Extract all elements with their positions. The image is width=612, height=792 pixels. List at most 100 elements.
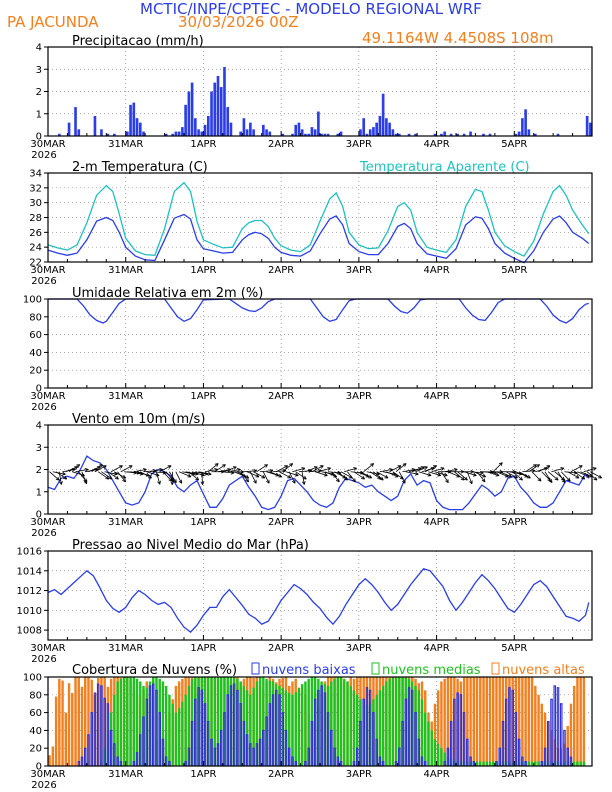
wind-arrow [243, 470, 257, 473]
wind-arrow [379, 468, 393, 473]
precip-bar [456, 133, 459, 136]
wind-xlabel-5APR: 5APR [501, 517, 527, 528]
wind-arrow-head [255, 473, 260, 478]
wind-xlabel-year: 2026 [31, 528, 56, 539]
wind-arrow [447, 471, 460, 478]
precip-bar [249, 122, 252, 136]
cloud-bar-nuvens-altas [61, 680, 64, 766]
cloud-bar-nuvens-altas [456, 678, 459, 766]
cloud-bar-nuvens-medias [262, 677, 265, 766]
wind-arrow [515, 471, 528, 478]
wind-ytick-label: 4 [36, 421, 42, 432]
cloud-bar-nuvens-medias [271, 681, 275, 766]
clouds-ytick-label: 20 [29, 744, 42, 755]
legend-low-clouds: nuvens baixas [262, 663, 356, 678]
cloud-bar-nuvens-medias [252, 687, 255, 766]
wind-arrow-head [327, 467, 331, 471]
cloud-bar-nuvens-medias [113, 694, 116, 766]
precip-bar [339, 131, 343, 136]
pressure-frame [47, 550, 593, 641]
pressure-panel: 1008 1010 1012 1014 1016 30MAR 31MAR 1APR 2APR 3A… [17, 547, 593, 665]
precip-ytick-label: 4 [36, 43, 42, 54]
cloud-bar-nuvens-medias [184, 694, 187, 766]
wind-arrow [301, 471, 305, 485]
precip-bar [385, 118, 388, 136]
wind-arrow-head [498, 462, 503, 467]
precip-bar [310, 127, 314, 136]
cloud-bar-nuvens-altas [563, 743, 566, 766]
cloud-bar-nuvens-altas [550, 730, 553, 766]
wind-arrow [159, 465, 172, 473]
cloud-bar-nuvens-altas [485, 677, 488, 766]
wind-arrow-head [200, 472, 205, 477]
wind-arrow-head [214, 463, 219, 467]
wind-arrow-head [560, 467, 565, 471]
cloud-bar-nuvens-medias [242, 685, 246, 766]
precip-bar [138, 122, 142, 136]
rh-ytick-label: 40 [29, 348, 42, 359]
cloud-bar-nuvens-medias [106, 730, 110, 766]
cloud-bar-nuvens-medias [349, 685, 352, 766]
clouds-xlabel-year: 2026 [31, 780, 56, 791]
cloud-bar-nuvens-medias [100, 761, 103, 766]
cloud-bar-nuvens-altas [537, 694, 540, 766]
cloud-bar-nuvens-medias [232, 677, 236, 766]
precip-bar [440, 133, 443, 136]
wind-panel: 0 1 2 3 4 30MAR 31MAR 1APR 2APR 3APR 4APR 5APR 2026 [30, 421, 603, 539]
cloud-bar-nuvens-medias [372, 699, 375, 766]
wind-arrow [256, 464, 268, 473]
cloud-bar-nuvens-altas [521, 677, 524, 766]
cloud-bar-nuvens-medias [411, 681, 414, 766]
wind-arrow [149, 468, 163, 473]
wind-arrow-head [59, 481, 63, 485]
wind-arrow-head [115, 475, 119, 480]
cloud-bar-nuvens-medias [333, 678, 336, 766]
wind-arrow-head [245, 478, 249, 483]
cloud-bar-nuvens-medias [453, 760, 456, 766]
wind-arrow [101, 471, 113, 480]
wind-arrow [318, 467, 331, 473]
cloud-bar-nuvens-medias [398, 677, 401, 766]
cloud-bar-nuvens-medias [475, 761, 479, 766]
wind-arrow [249, 471, 257, 484]
cloud-bar-nuvens-altas [524, 677, 527, 766]
wind-arrow-head [261, 474, 266, 479]
wind-arrow-head [554, 476, 559, 481]
clouds-ytick-label: 40 [29, 726, 42, 737]
wind-arrow-head [102, 465, 107, 469]
cloud-bar-nuvens-medias [556, 761, 560, 766]
cloud-bar-nuvens-medias [356, 694, 359, 766]
wind-arrow-head [495, 472, 500, 477]
wind-arrow-head [427, 472, 432, 477]
cloud-bar-nuvens-medias [446, 757, 450, 766]
wind-arrow [580, 471, 593, 478]
precip-bar [407, 133, 411, 136]
cloud-bar-nuvens-medias [142, 685, 145, 766]
wind-arrow [470, 471, 484, 474]
precip-bar [265, 129, 268, 136]
precip-bar [74, 107, 77, 136]
cloud-bar-nuvens-medias [365, 705, 369, 766]
wind-arrow-head [200, 481, 205, 485]
precip-bar [556, 133, 560, 136]
wind-arrow-head [323, 472, 328, 477]
cloud-bar-nuvens-medias [492, 761, 495, 766]
precip-bar [164, 133, 168, 136]
cloud-bar-nuvens-medias [300, 684, 304, 766]
wind-arrow [168, 471, 177, 483]
wind-arrow-head [335, 478, 340, 483]
cloud-bar-nuvens-altas [475, 677, 479, 766]
cloud-bar-nuvens-medias [281, 687, 284, 766]
wind-arrow [347, 471, 356, 483]
cloud-bar-nuvens-altas [543, 712, 547, 766]
cloud-bar-nuvens-altas [433, 703, 437, 766]
rh-xlabel-31MAR: 31MAR [108, 391, 143, 402]
cloud-bar-nuvens-medias [362, 703, 365, 766]
temp-ytick-label: 34 [29, 169, 42, 180]
cloud-bar-nuvens-altas [511, 677, 514, 766]
cloud-bar-nuvens-altas [553, 739, 556, 766]
cloud-bar-nuvens-medias [433, 739, 437, 766]
temp-title: 2-m Temperatura (C) [72, 160, 208, 175]
precip-xlabel-30MAR: 30MAR [30, 139, 65, 150]
precip-bar [132, 102, 136, 136]
